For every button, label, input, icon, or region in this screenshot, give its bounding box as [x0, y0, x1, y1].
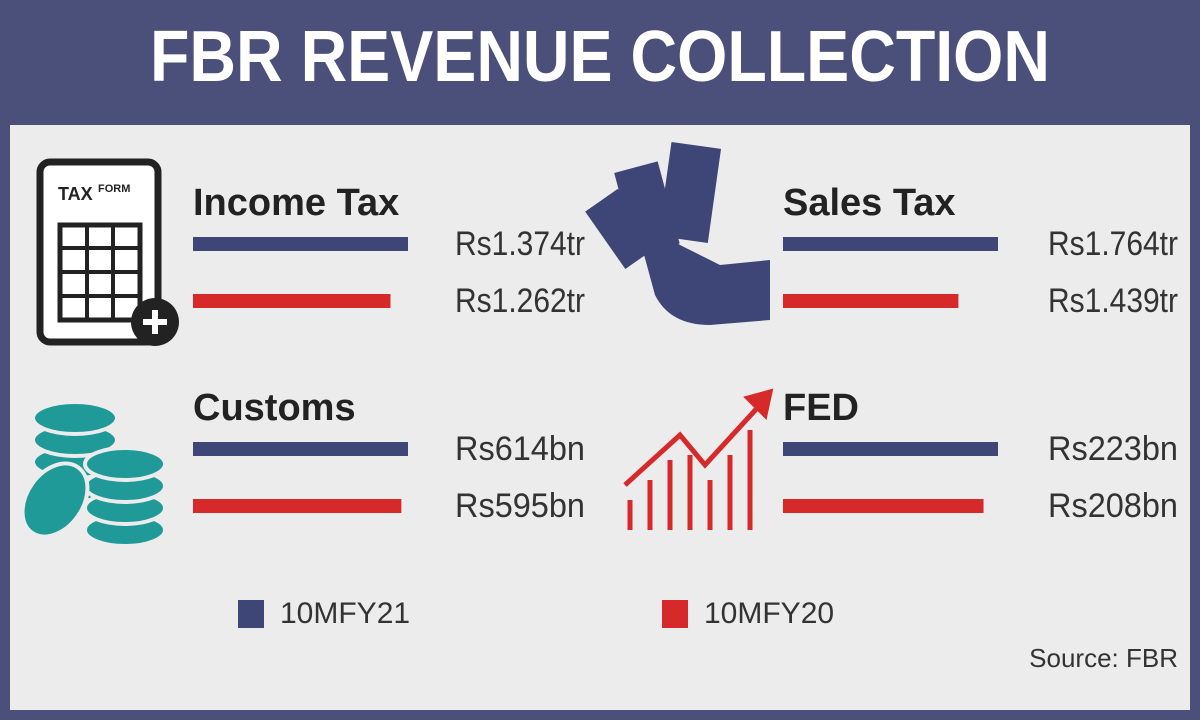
value-label: Rs1.262tr [455, 282, 585, 320]
bar [193, 294, 391, 308]
bar [783, 442, 998, 456]
legend-label: 10MFY20 [704, 597, 834, 630]
icon-text: FORM [98, 183, 130, 195]
panel-title: Customs [193, 387, 356, 429]
bar [783, 499, 984, 513]
panel-title: Sales Tax [783, 182, 956, 224]
growth-icon [623, 388, 774, 530]
value-label: Rs1.439tr [1048, 282, 1178, 320]
value-label: Rs223bn [1048, 430, 1178, 468]
bar [193, 237, 408, 251]
legend-swatch [238, 600, 264, 628]
icon-text: TAX [58, 184, 93, 204]
value-label: Rs1.764tr [1048, 225, 1178, 263]
money-hand-icon [585, 141, 770, 325]
title: FBR REVENUE COLLECTION [150, 17, 1050, 97]
coins-icon [20, 400, 167, 548]
bar [193, 442, 408, 456]
value-label: Rs1.374tr [455, 225, 585, 263]
panel-title: FED [783, 387, 859, 429]
panel-title: Income Tax [193, 182, 399, 224]
tax-form-icon: TAX FORM [36, 158, 179, 346]
bar [783, 237, 998, 251]
bar [783, 294, 959, 308]
value-label: Rs595bn [455, 487, 585, 525]
source: Source: FBR [1029, 643, 1178, 673]
value-label: Rs208bn [1048, 487, 1178, 525]
legend-swatch [662, 600, 688, 628]
legend-label: 10MFY21 [280, 597, 410, 630]
bar [193, 499, 402, 513]
value-label: Rs614bn [455, 430, 585, 468]
